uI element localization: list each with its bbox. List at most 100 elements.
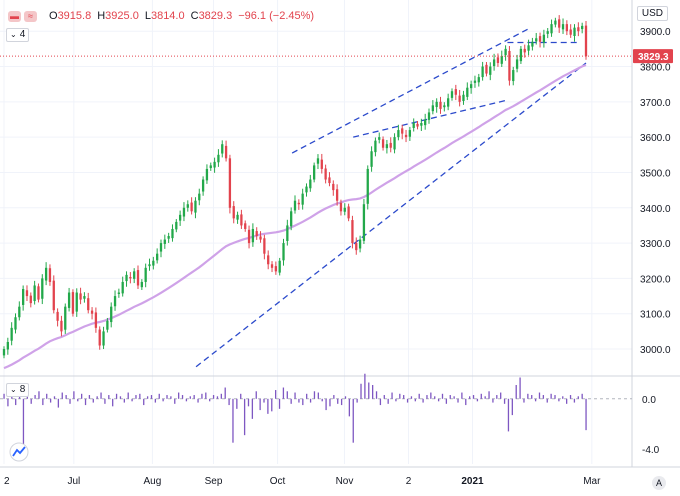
candle — [332, 180, 335, 196]
histogram-bar — [185, 398, 188, 402]
candle — [64, 303, 67, 334]
histogram-bar — [550, 393, 552, 399]
candle — [550, 19, 553, 37]
chart-type-icon[interactable]: ▬ — [8, 10, 21, 22]
histogram-bar — [46, 393, 48, 399]
histogram-bar — [15, 398, 17, 406]
candle — [454, 84, 457, 101]
histogram-bar — [329, 398, 331, 407]
price-tick-label: 3900.0 — [640, 27, 671, 38]
histogram-bar — [434, 396, 436, 399]
candle — [404, 129, 408, 143]
candle — [94, 307, 98, 333]
candle-body — [550, 24, 553, 34]
price-axis[interactable]: 3000.0 3100.0 3200.0 3300.0 3400.0 3500.0 3600… — [633, 27, 673, 356]
candle — [431, 100, 434, 115]
candle — [209, 162, 212, 171]
candle — [312, 162, 316, 183]
candle-body — [255, 231, 258, 237]
histogram-bar — [333, 395, 335, 399]
histogram-bar — [3, 393, 5, 399]
candle — [466, 82, 469, 101]
candle-body — [48, 268, 52, 282]
currency-badge[interactable]: USD — [636, 6, 668, 21]
candle-body — [18, 306, 21, 318]
candle-body — [408, 130, 412, 137]
candle-body — [194, 200, 197, 213]
indicator-tick-label: 0.0 — [642, 395, 656, 406]
candle — [240, 209, 243, 229]
candle-body — [274, 266, 278, 272]
histogram-bar — [519, 377, 521, 399]
last-price-tag-bg — [633, 49, 673, 64]
histogram-bar — [387, 398, 389, 404]
histogram-bar — [81, 393, 83, 399]
candle-body — [152, 260, 155, 266]
candle-body — [201, 179, 205, 192]
trend-lines[interactable] — [195, 27, 587, 368]
candle — [156, 248, 159, 264]
candle — [290, 207, 293, 231]
candle-body — [33, 285, 36, 302]
histogram-bar — [131, 398, 133, 402]
candle-body — [335, 189, 339, 201]
candle — [140, 279, 143, 290]
histogram-bar — [290, 398, 292, 404]
candle-body — [297, 202, 300, 205]
histogram-bar — [585, 398, 587, 431]
candle — [347, 203, 350, 222]
candle-body — [71, 292, 75, 314]
time-tick-label: 2021 — [461, 476, 484, 487]
candle — [2, 346, 6, 359]
candle-body — [167, 236, 170, 239]
candle — [339, 199, 343, 216]
candle — [485, 61, 488, 77]
candle — [148, 258, 151, 271]
compare-icon[interactable]: ≈ — [24, 10, 37, 22]
histogram-bar — [515, 385, 517, 399]
candle — [44, 262, 48, 286]
candle — [320, 153, 323, 174]
candle-body — [508, 50, 511, 81]
candle-body — [159, 243, 163, 252]
histogram-bar — [422, 398, 424, 403]
histogram-bar — [383, 395, 385, 399]
candle-body — [175, 221, 178, 230]
candle-body — [420, 123, 423, 126]
close-label: C — [190, 10, 199, 22]
histogram-bar — [426, 395, 428, 399]
candle — [538, 32, 542, 48]
candle-body — [450, 91, 454, 98]
candle-body — [527, 45, 530, 51]
candle-body — [355, 243, 358, 251]
candle — [198, 188, 201, 206]
candle-body — [156, 253, 159, 261]
candle-body — [259, 236, 262, 240]
histogram-bar — [372, 385, 374, 399]
histogram-bar — [162, 398, 164, 402]
price-indicators-toggle[interactable]: ⌄ 4 — [6, 28, 30, 42]
histogram-bar — [150, 395, 153, 399]
candle — [259, 231, 262, 243]
candle — [462, 90, 465, 105]
candle — [458, 89, 461, 107]
auto-scale-button[interactable]: A — [652, 476, 666, 490]
histogram-bar — [278, 398, 281, 409]
histogram-bar — [309, 398, 312, 403]
candle-body — [79, 293, 82, 300]
candle — [10, 322, 13, 346]
histogram-bar — [275, 390, 277, 399]
candle — [581, 22, 584, 34]
volume-indicators-toggle[interactable]: ⌄ 8 — [6, 383, 30, 397]
candle-body — [469, 84, 473, 89]
candle-body — [316, 158, 320, 164]
indicator-axis[interactable]: 0.0 -4.0 — [642, 395, 660, 456]
time-axis[interactable]: 2 Jul Aug Sep Oct Nov 2 2021 Mar — [4, 476, 601, 487]
logo-icon[interactable] — [9, 442, 29, 462]
candle — [224, 140, 228, 162]
histogram-bar — [569, 395, 572, 399]
candle — [424, 113, 427, 130]
histogram-bar — [317, 392, 319, 399]
candle — [221, 140, 224, 158]
